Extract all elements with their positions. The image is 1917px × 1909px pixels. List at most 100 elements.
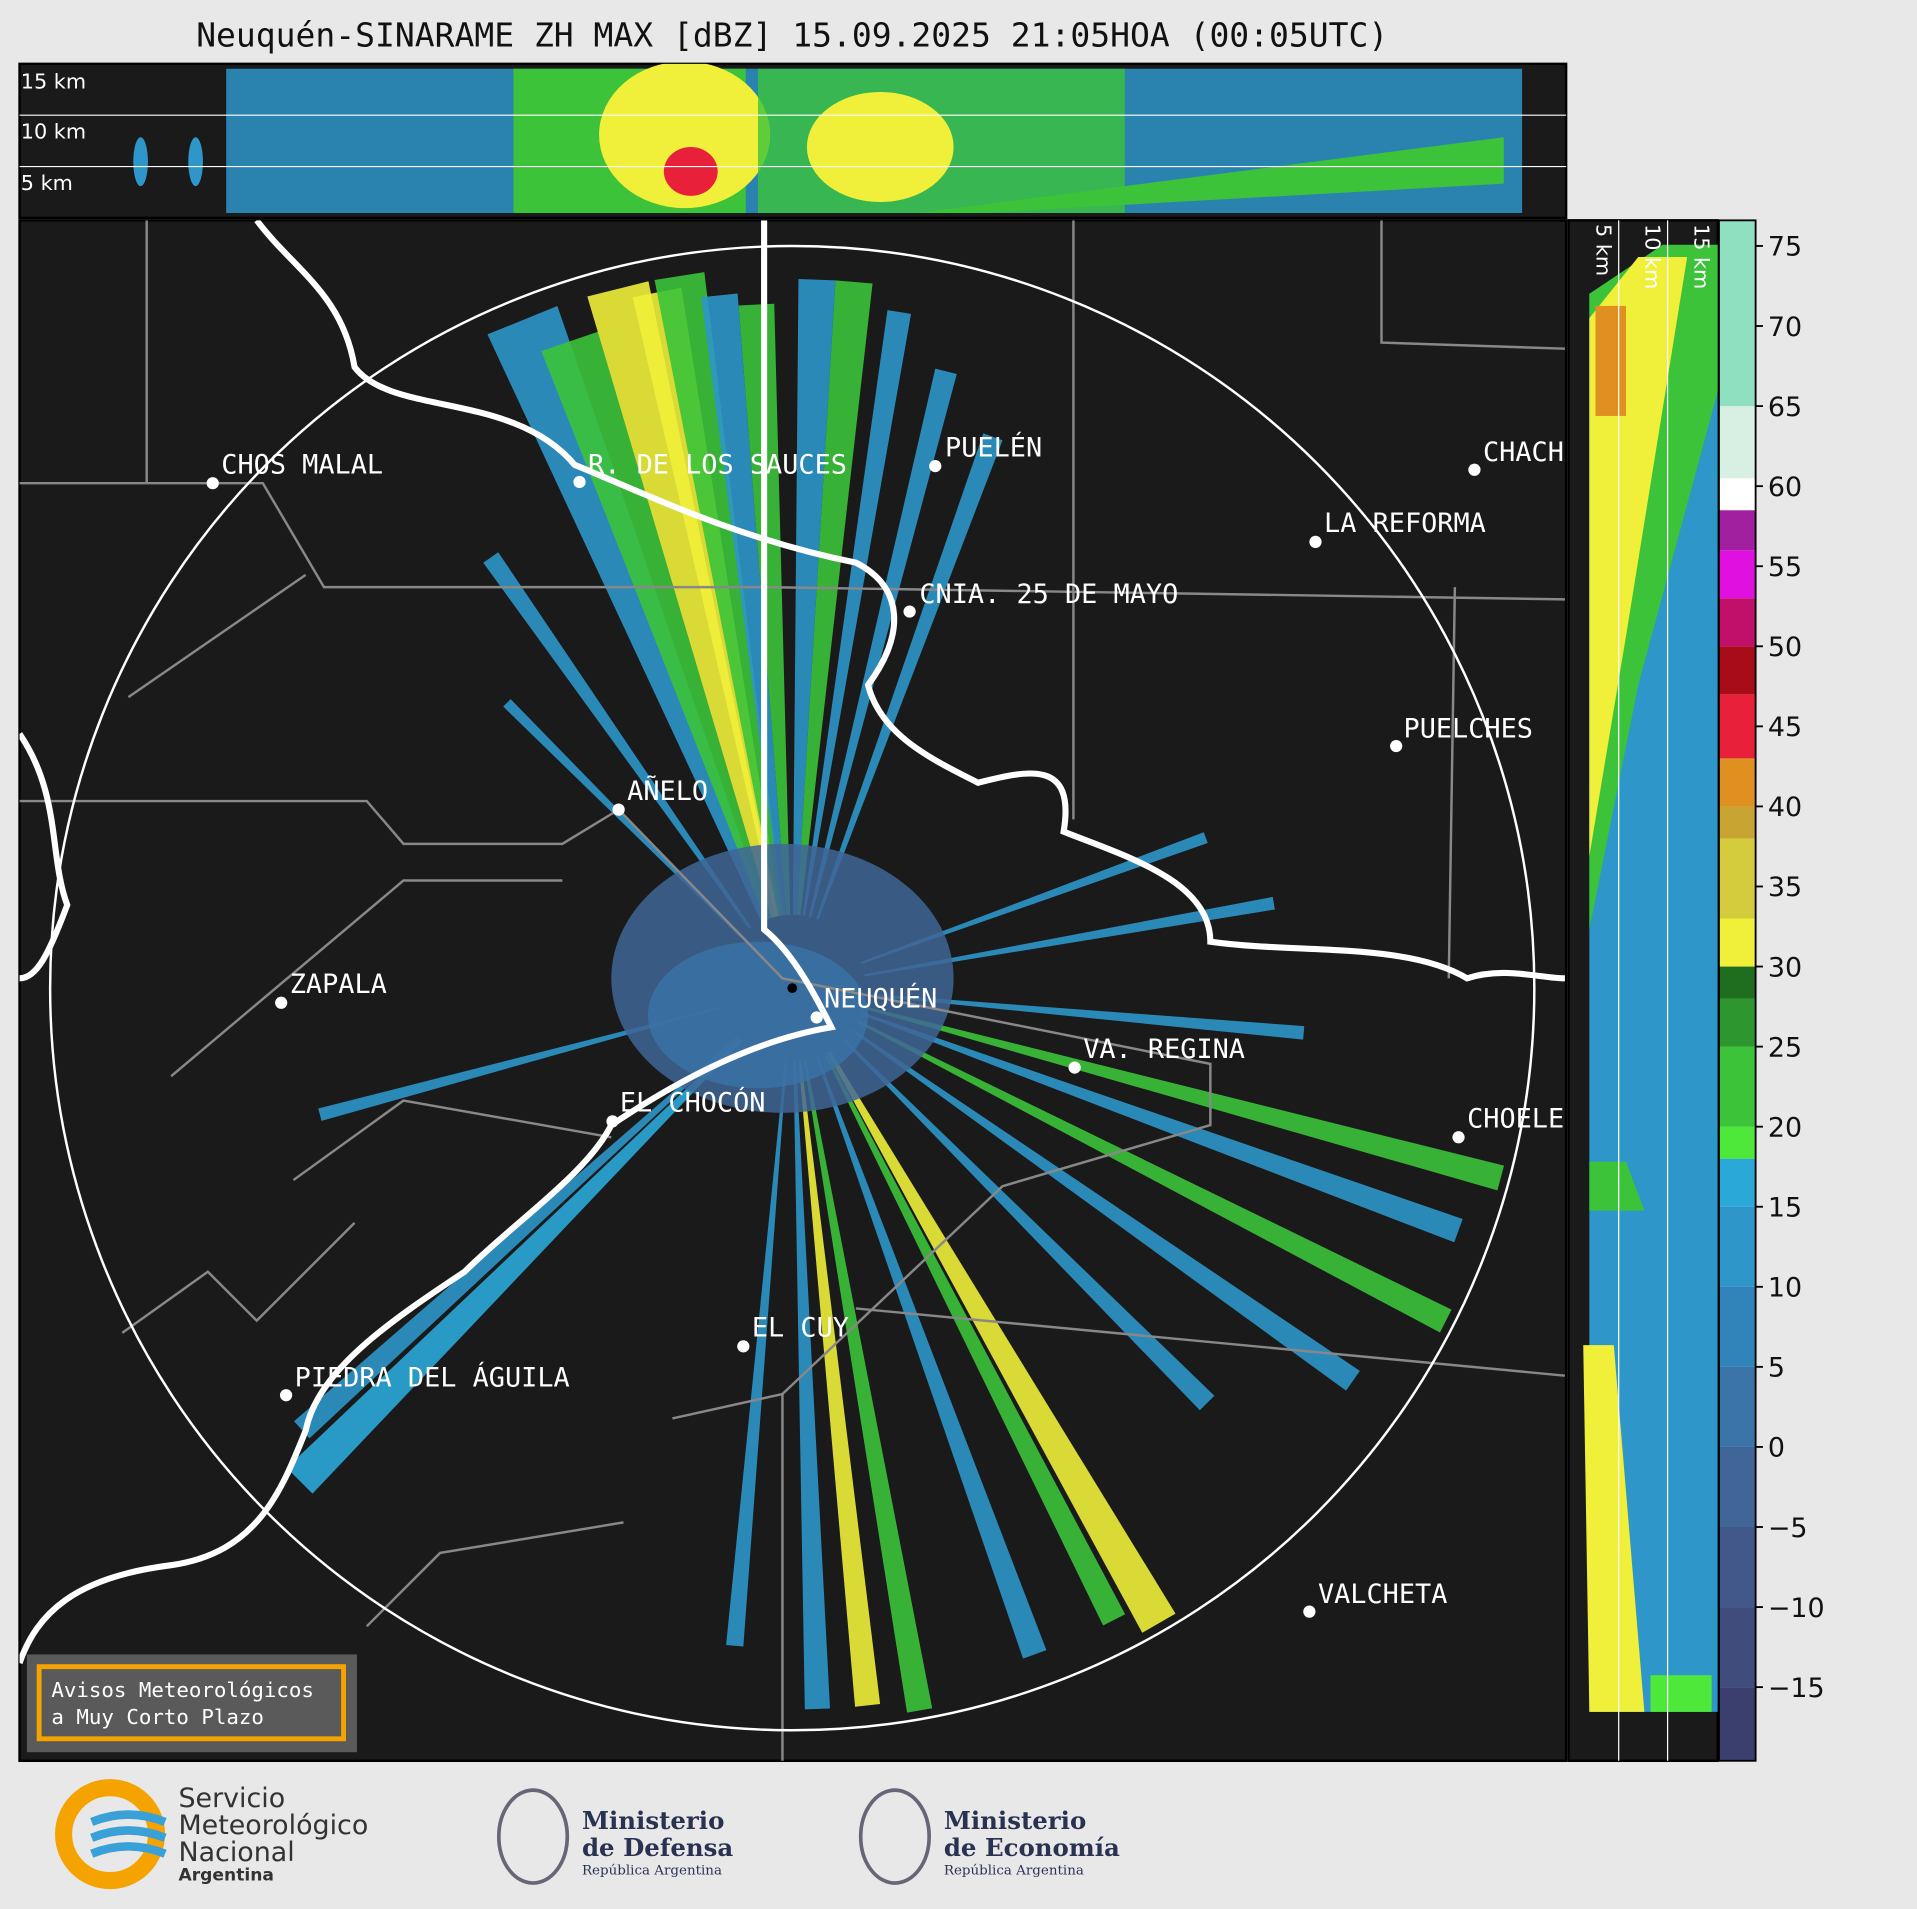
colorbar-segment — [1718, 510, 1756, 551]
colorbar-segment — [1718, 694, 1756, 759]
colorbar-segment — [1718, 1366, 1756, 1447]
echo-streak — [862, 1005, 1505, 1191]
height-label: 5 km — [1592, 224, 1616, 276]
colorbar-segment — [1718, 918, 1756, 967]
echo-streak — [286, 1038, 742, 1494]
echo-streak — [860, 832, 1208, 964]
colorbar-tick-label: 65 — [1768, 392, 1802, 423]
echo-streak — [864, 896, 1275, 977]
city-marker — [1468, 463, 1481, 476]
colorbar-segment — [1718, 1158, 1756, 1207]
colorbar-tick-label: 35 — [1768, 872, 1802, 903]
colorbar-tick-label: 20 — [1768, 1112, 1802, 1143]
colorbar-segment — [1718, 758, 1756, 807]
city-marker — [737, 1340, 750, 1353]
echo-streak — [487, 306, 769, 922]
logo-text: República Argentina — [582, 1863, 722, 1878]
colorbar-tick-label: 75 — [1768, 232, 1802, 263]
logo-text: Nacional — [178, 1837, 294, 1868]
colorbar-segment — [1718, 1286, 1756, 1367]
colorbar-segment — [1718, 806, 1756, 839]
city-label: AÑELO — [627, 775, 708, 807]
echo-streak — [860, 1011, 1463, 1243]
colorbar-tick-label: −5 — [1768, 1513, 1808, 1544]
notice-border — [36, 1664, 346, 1742]
notice-box — [26, 1654, 357, 1753]
colorbar-tick-label: 25 — [1768, 1032, 1802, 1063]
colorbar-segment — [1718, 1046, 1756, 1127]
echo-streak — [824, 1052, 1126, 1626]
logo-text: de Economía — [944, 1833, 1120, 1862]
colorbar-segment — [1718, 1527, 1756, 1608]
province-lines — [19, 220, 1566, 1761]
map: CHOS MALAL R. DE LOS SAUCES PUELÉN CHACH LA … — [19, 220, 1566, 1761]
colorbar-tick-label: 50 — [1768, 632, 1802, 663]
city-label: LA REFORMA — [1324, 508, 1486, 539]
city-label: VA. REGINA — [1083, 1034, 1245, 1065]
city-label: CHOELE — [1467, 1103, 1564, 1134]
colorbar-segment — [1718, 1687, 1756, 1761]
city-label: PUELÉN — [945, 431, 1042, 463]
colorbar-tick-label: 30 — [1768, 952, 1802, 983]
city-label: EL CUY — [752, 1313, 849, 1344]
colorbar-tick-label: 5 — [1768, 1353, 1785, 1384]
logo-text: Ministerio — [944, 1806, 1086, 1835]
echo-core — [647, 941, 869, 1089]
city-label: EL CHOCÓN — [620, 1087, 766, 1119]
city-label: PUELCHES — [1404, 713, 1533, 744]
city-label: ZAPALA — [290, 969, 387, 1000]
height-label: 15 km — [21, 69, 86, 93]
echo-streak — [726, 1061, 787, 1647]
colorbar-segment — [1718, 646, 1756, 695]
notice-text: Avisos Meteorológicos — [51, 1678, 314, 1702]
echo-streak — [798, 1060, 881, 1707]
colorbar-tick-label: 0 — [1768, 1433, 1785, 1464]
river — [254, 220, 1565, 982]
height-label: 5 km — [21, 171, 73, 195]
colorbar-tick-label: 40 — [1768, 792, 1802, 823]
height-label: 15 km — [1689, 224, 1713, 289]
colorbar-tick-label: 55 — [1768, 552, 1802, 583]
colorbar-segment — [1718, 1607, 1756, 1688]
city-label: CNIA. 25 DE MAYO — [919, 579, 1178, 610]
echo-streak — [843, 1039, 1215, 1411]
echo-streak — [803, 1060, 933, 1713]
logo-smn: Servicio Meteorológico Nacional Argentin… — [55, 1779, 368, 1890]
colorbar-segment — [1718, 478, 1756, 511]
colorbar-segment — [1718, 550, 1756, 599]
city-label: CHOS MALAL — [221, 449, 383, 480]
city-label: VALCHETA — [1318, 1579, 1447, 1610]
echo-streak — [294, 1036, 739, 1439]
radar-echoes — [286, 272, 1505, 1713]
echo-streak — [865, 993, 1305, 1040]
city-marker — [810, 1011, 823, 1024]
right-echoes — [1583, 244, 1718, 1712]
colorbar-tick-label: −15 — [1768, 1673, 1825, 1704]
city-marker — [606, 1115, 619, 1128]
height-label: 10 km — [21, 119, 86, 143]
colorbar-tick-label: −10 — [1768, 1593, 1825, 1624]
city-marker — [1303, 1605, 1316, 1618]
city-label: R. DE LOS SAUCES — [588, 449, 847, 480]
echo-streak — [793, 1061, 831, 1710]
echo-streak — [654, 272, 784, 917]
city-label: NEUQUÉN — [824, 983, 937, 1015]
logo-text: Servicio — [178, 1783, 285, 1814]
colorbar-segment — [1718, 1126, 1756, 1159]
city-label: CHACH — [1483, 437, 1564, 468]
logo-text: Argentina — [178, 1866, 273, 1886]
colorbar-frame — [1718, 219, 1757, 1762]
city-marker — [1390, 739, 1403, 753]
colorbar-tick-label: 10 — [1768, 1273, 1802, 1304]
river — [19, 220, 836, 1664]
cities: CHOS MALAL R. DE LOS SAUCES PUELÉN CHACH LA … — [206, 431, 1564, 1618]
logo-text: de Defensa — [582, 1833, 733, 1862]
notice-text: a Muy Corto Plazo — [51, 1705, 264, 1729]
colorbar-segment — [1718, 838, 1756, 919]
colorbar-tick-label: 15 — [1768, 1193, 1802, 1224]
colorbar-segment — [1718, 406, 1756, 479]
echo-streak — [632, 287, 781, 917]
colorbar-tick-label: 45 — [1768, 712, 1802, 743]
